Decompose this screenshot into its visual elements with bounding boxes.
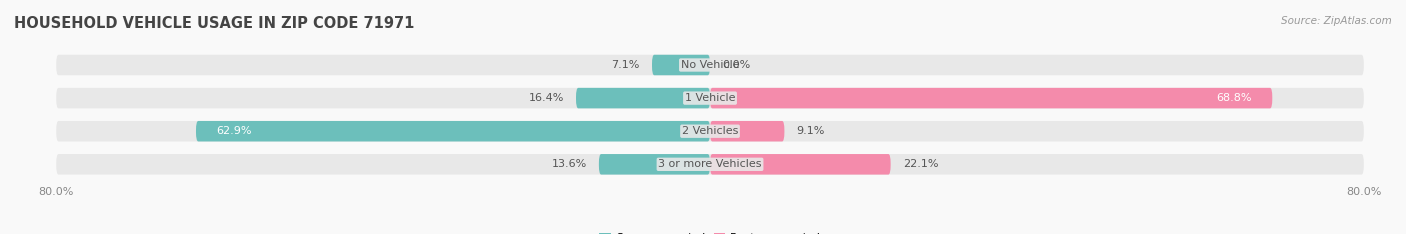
FancyBboxPatch shape bbox=[710, 154, 890, 175]
Text: HOUSEHOLD VEHICLE USAGE IN ZIP CODE 71971: HOUSEHOLD VEHICLE USAGE IN ZIP CODE 7197… bbox=[14, 16, 415, 31]
Text: 0.0%: 0.0% bbox=[723, 60, 751, 70]
Text: 22.1%: 22.1% bbox=[903, 159, 938, 169]
Text: 68.8%: 68.8% bbox=[1216, 93, 1251, 103]
Text: Source: ZipAtlas.com: Source: ZipAtlas.com bbox=[1281, 16, 1392, 26]
Text: No Vehicle: No Vehicle bbox=[681, 60, 740, 70]
Text: 7.1%: 7.1% bbox=[612, 60, 640, 70]
Text: 9.1%: 9.1% bbox=[797, 126, 825, 136]
Text: 2 Vehicles: 2 Vehicles bbox=[682, 126, 738, 136]
Text: 13.6%: 13.6% bbox=[551, 159, 586, 169]
FancyBboxPatch shape bbox=[56, 154, 1364, 175]
FancyBboxPatch shape bbox=[56, 121, 1364, 142]
FancyBboxPatch shape bbox=[710, 88, 1272, 108]
Text: 1 Vehicle: 1 Vehicle bbox=[685, 93, 735, 103]
FancyBboxPatch shape bbox=[56, 88, 1364, 108]
FancyBboxPatch shape bbox=[195, 121, 710, 142]
FancyBboxPatch shape bbox=[710, 121, 785, 142]
FancyBboxPatch shape bbox=[652, 55, 710, 75]
Text: 3 or more Vehicles: 3 or more Vehicles bbox=[658, 159, 762, 169]
FancyBboxPatch shape bbox=[56, 55, 1364, 75]
FancyBboxPatch shape bbox=[599, 154, 710, 175]
Legend: Owner-occupied, Renter-occupied: Owner-occupied, Renter-occupied bbox=[595, 229, 825, 234]
Text: 62.9%: 62.9% bbox=[217, 126, 252, 136]
FancyBboxPatch shape bbox=[576, 88, 710, 108]
Text: 16.4%: 16.4% bbox=[529, 93, 564, 103]
